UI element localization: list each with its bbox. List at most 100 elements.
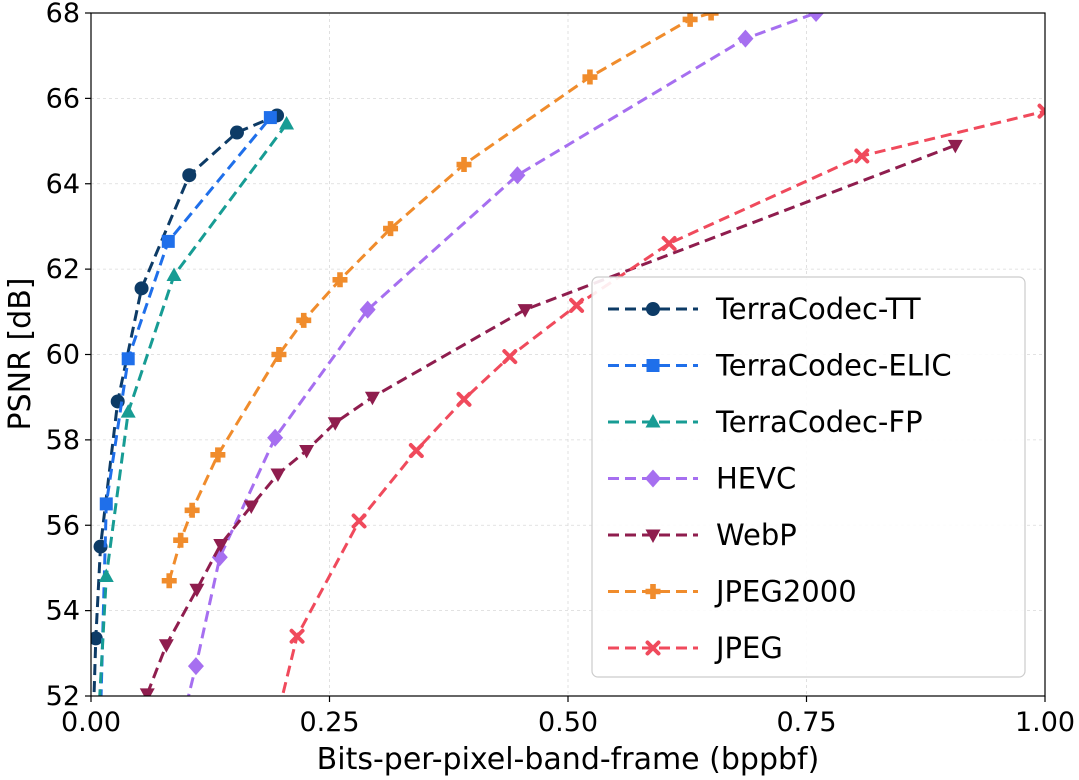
legend-entry-terracodec-fp: TerraCodec-FP bbox=[608, 405, 923, 439]
series-hevc bbox=[185, 13, 825, 696]
data-point-jpeg bbox=[289, 628, 305, 644]
y-tick-label: 62 bbox=[46, 254, 80, 285]
data-point-webp bbox=[327, 417, 343, 431]
data-point-terracodec-tt bbox=[182, 168, 197, 183]
x-tick-label: 0.75 bbox=[776, 707, 836, 738]
y-tick-label: 68 bbox=[46, 0, 80, 29]
legend-entry-webp: WebP bbox=[608, 518, 797, 552]
data-point-hevc bbox=[359, 300, 376, 319]
series-line-hevc bbox=[186, 13, 817, 696]
data-point-jpeg bbox=[351, 513, 367, 529]
data-point-webp bbox=[270, 468, 286, 483]
data-point-terracodec-fp bbox=[98, 568, 114, 582]
data-point-terracodec-tt bbox=[134, 281, 149, 296]
data-point-jpeg2000 bbox=[271, 347, 287, 362]
y-tick-label: 60 bbox=[46, 340, 80, 371]
data-point-terracodec-tt bbox=[229, 125, 244, 140]
legend-marker-webp bbox=[645, 529, 661, 543]
legend-marker-terracodec-tt bbox=[646, 302, 660, 316]
data-point-hevc bbox=[267, 428, 284, 447]
data-point-jpeg2000 bbox=[383, 221, 399, 237]
legend-marker-hevc bbox=[645, 469, 661, 488]
data-point-terracodec-elic bbox=[121, 352, 135, 366]
data-point-webp bbox=[517, 304, 533, 318]
data-point-jpeg2000 bbox=[161, 573, 177, 589]
x-axis-label: Bits-per-pixel-band-frame (bppbf) bbox=[317, 742, 820, 777]
y-tick-label: 64 bbox=[46, 169, 80, 200]
data-point-terracodec-elic bbox=[99, 497, 113, 511]
data-point-hevc bbox=[187, 657, 204, 676]
data-point-jpeg2000 bbox=[332, 272, 348, 288]
series-terracodec-fp bbox=[98, 115, 295, 696]
legend-marker-jpeg bbox=[645, 640, 661, 656]
series-line-terracodec-tt bbox=[92, 114, 278, 696]
legend-label-terracodec-fp: TerraCodec-FP bbox=[715, 405, 923, 439]
legend-marker-terracodec-elic bbox=[646, 359, 660, 372]
legend-label-jpeg: JPEG bbox=[714, 631, 783, 665]
data-point-hevc bbox=[509, 166, 526, 185]
legend: TerraCodec-TT TerraCodec-ELIC TerraCodec-F… bbox=[591, 276, 1026, 678]
series-line-jpeg bbox=[280, 109, 1045, 696]
x-tick-label: 0.50 bbox=[538, 707, 598, 738]
data-point-jpeg bbox=[569, 297, 585, 313]
legend-entry-terracodec-elic: TerraCodec-ELIC bbox=[608, 349, 952, 383]
data-point-webp bbox=[243, 500, 259, 515]
data-point-jpeg bbox=[456, 391, 472, 407]
data-point-terracodec-tt bbox=[91, 631, 103, 646]
legend-label-jpeg2000: JPEG2000 bbox=[714, 575, 857, 609]
data-point-terracodec-fp bbox=[120, 404, 136, 418]
data-point-webp bbox=[364, 391, 380, 406]
data-point-webp bbox=[189, 583, 205, 598]
data-point-jpeg2000 bbox=[296, 312, 312, 328]
data-point-hevc bbox=[737, 29, 754, 48]
legend-label-webp: WebP bbox=[716, 518, 797, 552]
legend-entry-terracodec-tt: TerraCodec-TT bbox=[608, 292, 921, 326]
series-jpeg bbox=[280, 103, 1045, 696]
legend-entry-hevc: HEVC bbox=[608, 462, 796, 496]
legend-entry-jpeg: JPEG bbox=[608, 631, 783, 665]
data-point-jpeg bbox=[1037, 103, 1045, 119]
legend-marker-terracodec-fp bbox=[645, 414, 661, 428]
data-point-webp bbox=[947, 139, 963, 154]
y-axis-label: PSNR [dB] bbox=[3, 278, 38, 431]
legend-marker-jpeg2000 bbox=[645, 584, 661, 599]
legend-box bbox=[591, 276, 1026, 678]
data-point-hevc bbox=[808, 13, 825, 22]
data-point-jpeg2000 bbox=[173, 532, 189, 548]
data-point-jpeg bbox=[408, 443, 424, 459]
data-point-terracodec-fp bbox=[166, 267, 182, 282]
data-point-jpeg2000 bbox=[682, 13, 698, 27]
y-tick-label: 66 bbox=[46, 83, 80, 114]
y-tick-label: 58 bbox=[46, 425, 80, 456]
data-point-jpeg2000 bbox=[703, 13, 719, 21]
y-tick-label: 54 bbox=[46, 596, 80, 627]
legend-label-terracodec-tt: TerraCodec-TT bbox=[715, 292, 921, 326]
data-point-terracodec-tt bbox=[110, 394, 125, 409]
data-point-jpeg2000 bbox=[210, 447, 226, 463]
data-point-webp bbox=[139, 688, 155, 696]
data-point-jpeg2000 bbox=[582, 69, 598, 85]
y-tick-label: 56 bbox=[46, 510, 80, 541]
legend-label-terracodec-elic: TerraCodec-ELIC bbox=[715, 349, 952, 383]
x-tick-label: 0.00 bbox=[61, 707, 121, 738]
data-point-webp bbox=[158, 639, 174, 653]
data-point-terracodec-elic bbox=[263, 111, 277, 125]
data-point-jpeg bbox=[854, 148, 870, 164]
axis-ticks: 0.00 0.25 0.50 0.75 1.00 52 54 56 58 60 62 64 66 68 bbox=[46, 0, 1075, 738]
data-point-webp bbox=[299, 445, 315, 459]
legend-label-hevc: HEVC bbox=[716, 462, 796, 496]
data-point-jpeg bbox=[661, 236, 677, 252]
plot-series bbox=[91, 13, 1045, 696]
x-tick-label: 0.25 bbox=[299, 707, 359, 738]
y-tick-label: 52 bbox=[46, 681, 80, 712]
series-webp bbox=[139, 139, 963, 696]
legend-entry-jpeg2000: JPEG2000 bbox=[608, 575, 857, 609]
x-tick-label: 1.00 bbox=[1015, 707, 1075, 738]
data-point-jpeg2000 bbox=[184, 502, 200, 518]
data-point-terracodec-elic bbox=[161, 234, 175, 248]
series-jpeg2000 bbox=[161, 13, 719, 589]
data-point-jpeg bbox=[502, 349, 518, 365]
data-point-jpeg2000 bbox=[456, 157, 472, 173]
data-point-terracodec-fp bbox=[279, 115, 295, 130]
